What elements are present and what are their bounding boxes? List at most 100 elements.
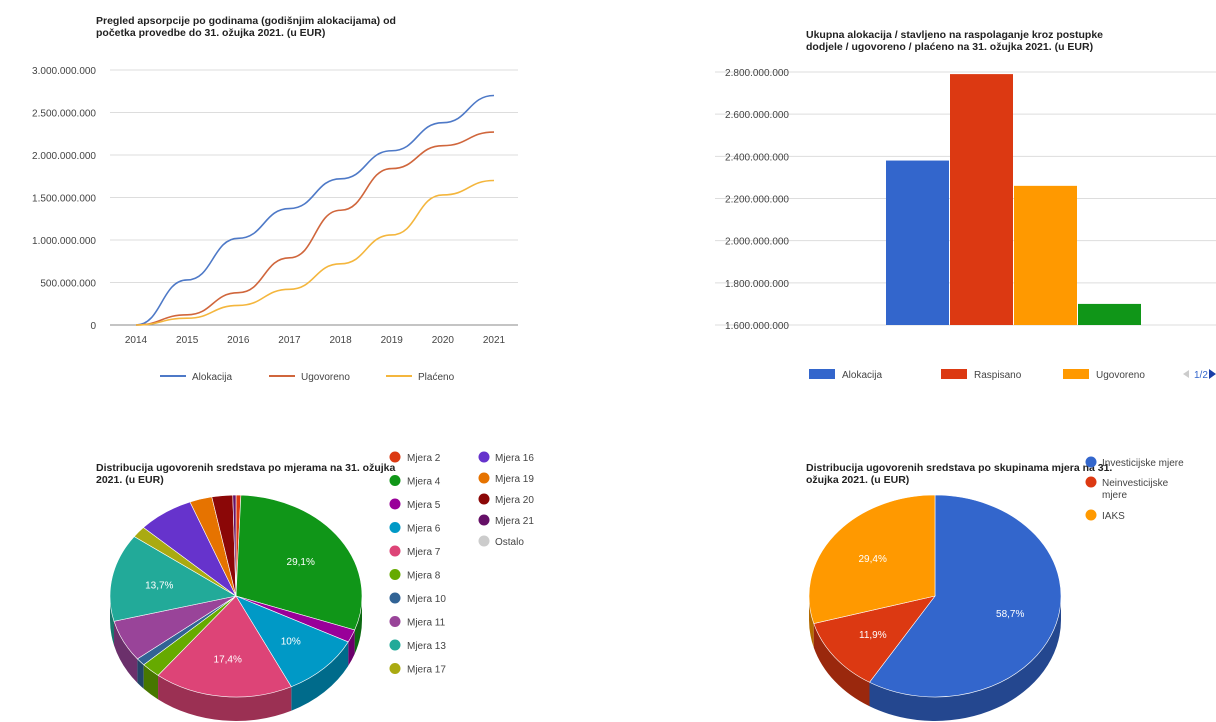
y-tick-label: 1.500.000.000	[32, 194, 96, 205]
x-tick-label: 2017	[278, 335, 301, 346]
slice-side	[869, 596, 1061, 721]
measure-pie-panel: Distribucija ugovorenih sredstava po mje…	[0, 400, 600, 722]
series-line-3	[135, 179, 495, 326]
slice-data-label: 17,4%	[214, 654, 242, 665]
y-tick-label: 500.000.000	[40, 279, 96, 290]
y-tick-label: 2.600.000.000	[725, 110, 789, 121]
slice-side	[137, 658, 144, 689]
slice-side	[813, 623, 870, 707]
slice-data-label: 58,7%	[996, 609, 1024, 620]
legend-label: Mjera 8	[407, 571, 441, 582]
legend-label: Mjera 11	[407, 618, 446, 629]
legend-label: Mjera 20	[495, 495, 534, 506]
legend-label: Mjera 5	[407, 500, 441, 511]
totals-chart-title: Ukupna alokacija / stavljeno na raspolag…	[806, 29, 1104, 53]
legend-label: Ugovoreno	[301, 372, 350, 383]
x-tick-label: 2019	[381, 335, 404, 346]
legend-swatch	[809, 369, 835, 379]
y-tick-label: 1.000.000.000	[32, 236, 96, 247]
legend-swatch	[389, 639, 401, 651]
legend-label: Mjera 6	[407, 524, 441, 535]
legend-label: Mjera 13	[407, 641, 446, 652]
legend-swatch	[389, 451, 401, 463]
legend-label: Ostalo	[495, 537, 524, 548]
slice-data-label: 29,4%	[858, 554, 886, 565]
legend-label: Investicijske mjere	[1102, 458, 1184, 469]
legend-swatch	[389, 545, 401, 557]
y-tick-label: 2.000.000.000	[32, 151, 96, 162]
slice-mjera-7	[157, 595, 292, 698]
slice-mjera-21	[232, 494, 237, 597]
y-tick-label: 0	[90, 321, 96, 332]
slice-data-label: 13,7%	[145, 580, 173, 591]
x-tick-label: 2015	[176, 335, 199, 346]
slice-side	[110, 596, 115, 646]
legend-swatch	[389, 616, 401, 627]
legend-swatch	[478, 451, 490, 463]
slice-side	[809, 596, 814, 648]
measure-pie-chart: 29,1% 10% 17,4% 13,7% Mjera 2 Mjera 4 Mjera 5…	[109, 451, 534, 721]
legend-swatch	[389, 498, 401, 510]
legend-label: Mjera 17	[407, 665, 446, 676]
totals-chart-panel: Ukupna alokacija / stavljeno na raspolag…	[620, 0, 1216, 400]
legend-label: Mjera 7	[407, 547, 441, 558]
x-tick-label: 2016	[227, 335, 250, 346]
group-pie-chart: 58,7% 11,9% 29,4% Investicijske mjere Neinv…	[808, 456, 1184, 721]
absorption-lines	[135, 94, 495, 326]
legend-pager[interactable]: 1/2	[1183, 369, 1216, 381]
legend-label: Plaćeno	[418, 372, 455, 383]
y-tick-label: 2.200.000.000	[725, 195, 789, 206]
bar-2	[950, 74, 1013, 325]
slice-data-label: 11,9%	[859, 630, 887, 641]
slice-side	[158, 675, 292, 721]
bar-3	[1014, 185, 1077, 325]
legend-label: Ugovoreno	[1096, 370, 1145, 381]
slice-iaks	[808, 494, 936, 624]
totals-bars	[886, 74, 1141, 325]
slice-neinvesticijske-mjere	[813, 595, 936, 683]
slice-side	[354, 596, 362, 654]
series-line-1	[135, 94, 495, 326]
slice-data-label: 10%	[281, 637, 301, 648]
y-tick-label: 2.400.000.000	[725, 152, 789, 163]
legend-swatch	[389, 569, 401, 580]
legend-swatch	[389, 475, 401, 486]
measure-pie-title: Distribucija ugovorenih sredstava po mje…	[96, 462, 396, 486]
legend-swatch	[478, 472, 490, 484]
absorption-line-chart: 3.000.000.000 2.500.000.000 2.000.000.000 1…	[32, 66, 518, 383]
legend-swatch	[1063, 369, 1089, 379]
totals-y-ticks: 2.800.000.000 2.600.000.000 2.400.000.000 2…	[725, 68, 789, 332]
legend-label: Alokacija	[192, 372, 232, 383]
legend-label: Mjera 16	[495, 453, 534, 464]
x-tick-label: 2014	[125, 335, 148, 346]
slice-side	[114, 621, 138, 683]
legend-label: Mjera 4	[407, 477, 441, 488]
y-tick-label: 3.000.000.000	[32, 66, 96, 77]
y-tick-label: 2.000.000.000	[725, 237, 789, 248]
slice-side	[291, 641, 349, 711]
legend-swatch	[389, 663, 401, 674]
totals-bar-chart: 2.800.000.000 2.600.000.000 2.400.000.000 2…	[715, 68, 1216, 381]
group-pie-labels: 58,7% 11,9% 29,4%	[858, 554, 1024, 641]
legend-swatch	[389, 592, 401, 604]
measure-pie-labels: 29,1% 10% 17,4% 13,7%	[145, 557, 315, 665]
legend-label: Mjera 19	[495, 474, 534, 485]
next-page-arrow-icon[interactable]	[1209, 369, 1216, 379]
legend-label: Mjera 2	[407, 453, 441, 464]
measure-pie-legend: Mjera 2 Mjera 4 Mjera 5 Mjera 6 Mjera 7 Mjera…	[389, 451, 534, 676]
slice-mjera-13	[109, 536, 237, 622]
legend-swatch	[1085, 456, 1097, 468]
x-tick-label: 2021	[483, 335, 506, 346]
absorption-y-ticks: 3.000.000.000 2.500.000.000 2.000.000.000 1…	[32, 66, 96, 332]
legend-label: Raspisano	[974, 370, 1022, 381]
slice-mjera-4	[235, 494, 363, 631]
prev-page-arrow-icon[interactable]	[1183, 370, 1189, 378]
legend-swatch	[1085, 476, 1097, 488]
measure-pie-body	[109, 494, 363, 721]
slice-side	[348, 629, 355, 666]
legend-swatch	[1085, 509, 1097, 521]
legend-swatch	[389, 522, 401, 533]
absorption-chart-title: Pregled apsorpcije po godinama (godišnji…	[96, 15, 396, 39]
group-pie-legend: Investicijske mjere Neinvesticijske mjere I…	[1085, 456, 1184, 522]
series-line-2	[135, 131, 495, 326]
